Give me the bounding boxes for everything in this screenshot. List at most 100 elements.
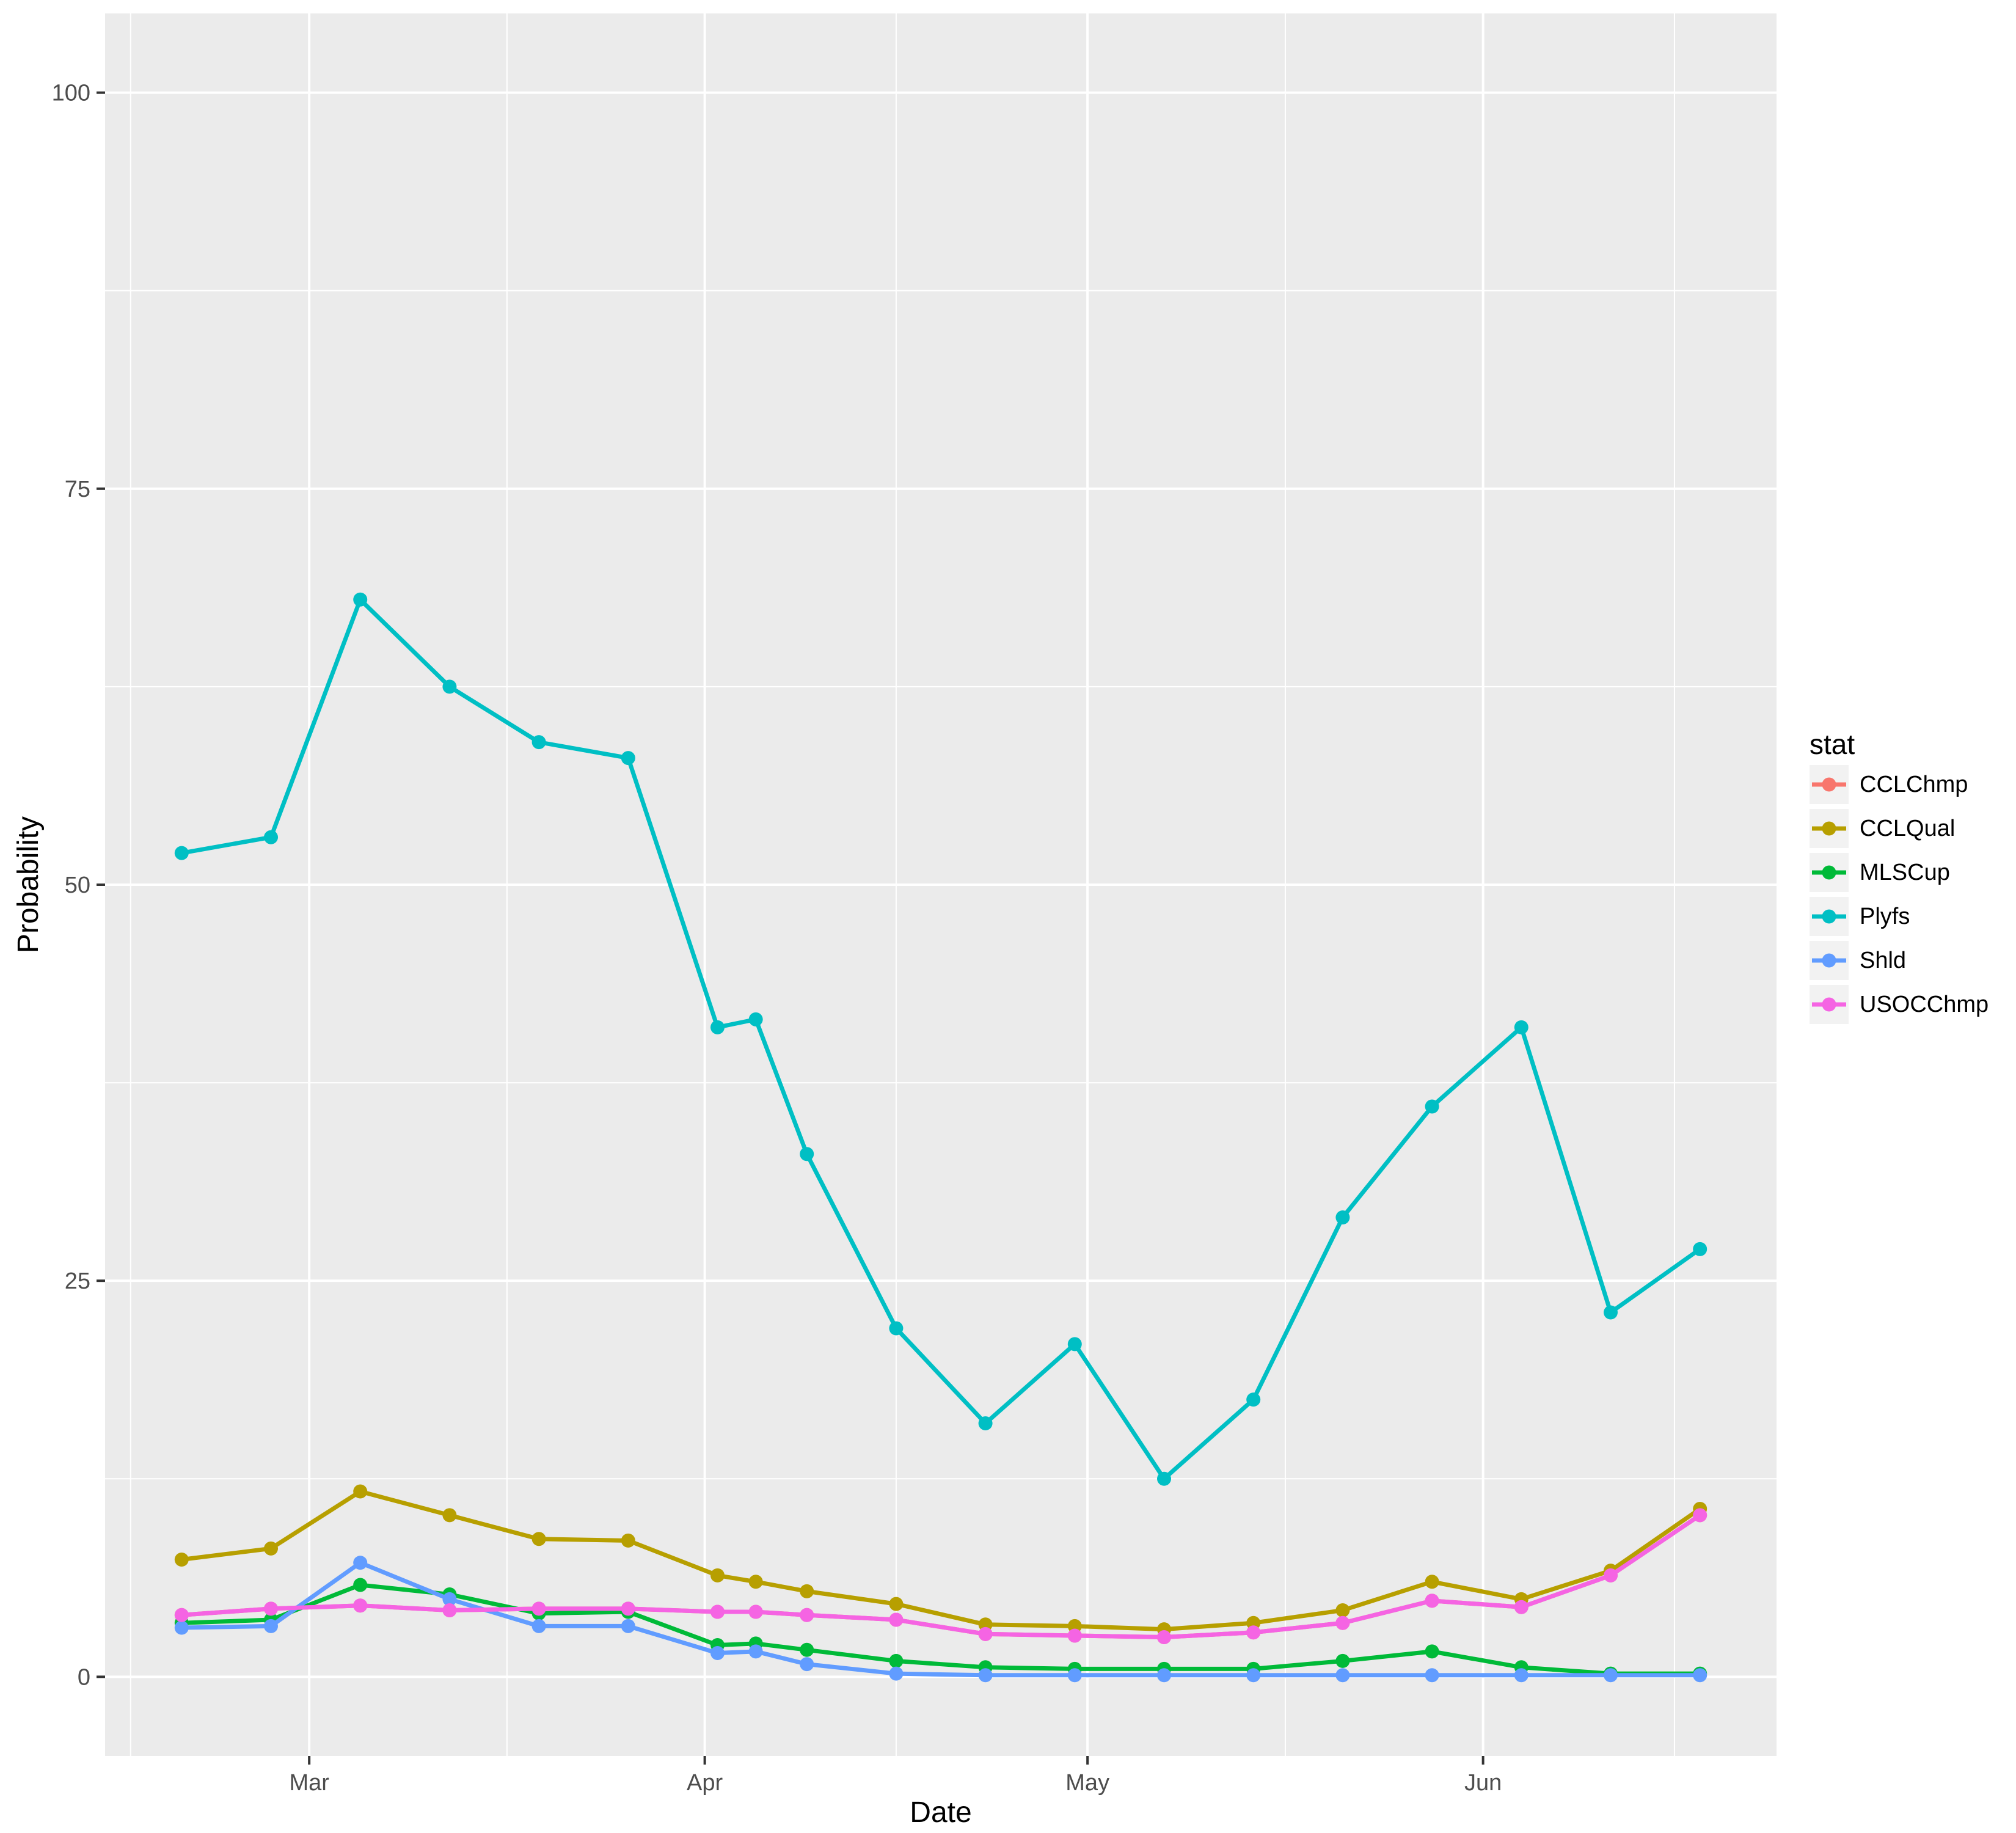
- legend-key-icon: [1810, 985, 1849, 1024]
- legend-label: Plyfs: [1860, 903, 1910, 929]
- data-point-Shld: [1246, 1668, 1261, 1683]
- data-point-USOCChmp: [621, 1601, 635, 1616]
- data-point-Plyfs: [621, 751, 635, 766]
- data-point-MLSCup: [1425, 1644, 1439, 1659]
- legend-label: MLSCup: [1860, 859, 1950, 885]
- data-point-Shld: [748, 1644, 763, 1659]
- legend-key-icon: [1810, 809, 1849, 848]
- data-point-Shld: [1425, 1668, 1439, 1683]
- data-point-USOCChmp: [889, 1612, 904, 1627]
- data-point-USOCChmp: [442, 1603, 457, 1617]
- data-point-Shld: [621, 1619, 635, 1633]
- legend-items: CCLChmp CCLQual MLSCup Plyfs Shld USOCChmp: [1810, 765, 1989, 1024]
- data-point-CCLQual: [800, 1584, 814, 1598]
- data-point-Shld: [353, 1556, 368, 1570]
- y-tick-label: 100: [52, 81, 90, 106]
- series-USOCChmp: [174, 1508, 1707, 1645]
- data-point-Plyfs: [531, 735, 546, 750]
- y-tick-label: 50: [65, 873, 90, 898]
- data-point-CCLQual: [174, 1553, 189, 1567]
- data-point-Plyfs: [889, 1321, 904, 1336]
- legend-title: stat: [1810, 728, 1855, 760]
- data-point-CCLQual: [442, 1508, 457, 1523]
- data-point-USOCChmp: [1514, 1600, 1528, 1614]
- data-point-Shld: [174, 1620, 189, 1635]
- x-tick-label: Mar: [289, 1770, 329, 1796]
- data-point-Shld: [264, 1619, 279, 1633]
- data-point-Shld: [800, 1657, 814, 1672]
- legend-item-MLSCup: MLSCup: [1810, 853, 1989, 892]
- data-point-USOCChmp: [1335, 1615, 1350, 1630]
- data-point-CCLQual: [264, 1541, 279, 1556]
- data-point-Shld: [1156, 1668, 1171, 1683]
- data-point-USOCChmp: [1246, 1625, 1261, 1640]
- data-point-Plyfs: [710, 1020, 725, 1034]
- data-point-Plyfs: [264, 830, 279, 844]
- series-layer: [174, 592, 1707, 1683]
- data-point-Plyfs: [1693, 1242, 1707, 1256]
- legend-key-icon: [1810, 853, 1849, 892]
- data-point-CCLQual: [889, 1597, 904, 1611]
- legend-item-CCLQual: CCLQual: [1810, 809, 1989, 848]
- legend-key-icon: [1810, 897, 1849, 936]
- data-point-Plyfs: [1067, 1337, 1082, 1352]
- data-point-USOCChmp: [1693, 1508, 1707, 1523]
- data-point-Shld: [1067, 1668, 1082, 1683]
- legend-item-USOCChmp: USOCChmp: [1810, 985, 1989, 1024]
- data-point-Plyfs: [353, 592, 368, 607]
- data-point-USOCChmp: [800, 1608, 814, 1622]
- y-axis-title: Probability: [12, 816, 45, 953]
- data-point-Plyfs: [442, 679, 457, 694]
- data-point-Plyfs: [1603, 1305, 1618, 1320]
- x-tick-label: Jun: [1464, 1770, 1502, 1796]
- series-Shld: [174, 1556, 1707, 1683]
- data-point-USOCChmp: [748, 1604, 763, 1619]
- data-point-Plyfs: [748, 1012, 763, 1026]
- axes: 0 25 50 75 100 Mar Apr May Jun: [52, 81, 1502, 1796]
- data-point-Plyfs: [1425, 1099, 1439, 1114]
- legend-item-Shld: Shld: [1810, 941, 1989, 980]
- y-tick-label: 75: [65, 477, 90, 502]
- data-point-USOCChmp: [1067, 1628, 1082, 1643]
- x-tick-label: May: [1065, 1770, 1109, 1796]
- series-Plyfs: [174, 592, 1707, 1486]
- data-point-CCLQual: [1425, 1575, 1439, 1589]
- data-point-CCLQual: [621, 1533, 635, 1548]
- data-point-Plyfs: [1514, 1020, 1528, 1034]
- y-tick-label: 25: [65, 1268, 90, 1294]
- data-point-CCLQual: [748, 1575, 763, 1589]
- legend-key-icon: [1810, 765, 1849, 804]
- data-point-Shld: [442, 1592, 457, 1606]
- data-point-USOCChmp: [1425, 1593, 1439, 1608]
- legend: stat CCLChmp CCLQual MLSCup Plyfs Shld USOCCh…: [1810, 728, 1989, 1029]
- data-point-CCLQual: [353, 1484, 368, 1499]
- data-point-Shld: [1335, 1668, 1350, 1683]
- data-point-USOCChmp: [1603, 1568, 1618, 1582]
- legend-label: Shld: [1860, 947, 1907, 973]
- data-point-USOCChmp: [710, 1604, 725, 1619]
- data-point-USOCChmp: [353, 1598, 368, 1613]
- data-point-MLSCup: [800, 1642, 814, 1657]
- data-point-Plyfs: [800, 1147, 814, 1162]
- data-point-MLSCup: [353, 1578, 368, 1592]
- data-point-CCLQual: [1335, 1603, 1350, 1617]
- data-point-USOCChmp: [1156, 1630, 1171, 1645]
- data-point-Plyfs: [1335, 1210, 1350, 1224]
- x-axis-title: Date: [910, 1796, 971, 1829]
- data-point-Shld: [1603, 1668, 1618, 1683]
- data-point-Plyfs: [978, 1416, 993, 1431]
- data-point-USOCChmp: [174, 1608, 189, 1622]
- legend-item-Plyfs: Plyfs: [1810, 897, 1989, 936]
- data-point-USOCChmp: [264, 1601, 279, 1616]
- data-point-Shld: [1514, 1668, 1528, 1683]
- data-point-CCLQual: [531, 1532, 546, 1546]
- data-point-Shld: [710, 1645, 725, 1660]
- x-tick-label: Apr: [687, 1770, 723, 1796]
- data-point-Shld: [889, 1666, 904, 1681]
- data-point-MLSCup: [889, 1653, 904, 1668]
- legend-key-icon: [1810, 941, 1849, 980]
- data-point-Plyfs: [174, 846, 189, 860]
- data-point-USOCChmp: [531, 1601, 546, 1616]
